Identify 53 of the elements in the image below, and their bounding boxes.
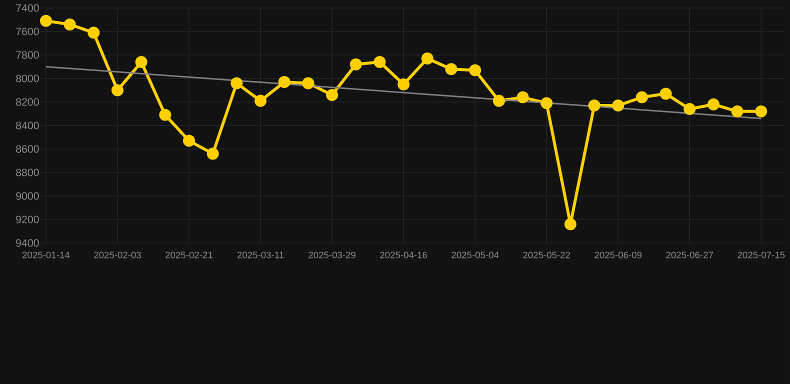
point xyxy=(350,58,362,70)
y-tick-label: 8400 xyxy=(16,122,39,130)
y-tick-label: 9400 xyxy=(16,239,39,247)
point xyxy=(159,108,172,121)
x-tick-label: 2025-02-21 xyxy=(166,252,212,258)
y-tick-label: 8200 xyxy=(16,98,39,106)
point xyxy=(540,97,553,110)
y-tick-label: 9200 xyxy=(16,216,39,224)
point xyxy=(755,105,768,118)
point xyxy=(183,134,196,147)
point xyxy=(707,98,720,110)
point xyxy=(230,77,243,90)
point xyxy=(660,88,672,100)
point xyxy=(421,52,434,65)
y-tick-label: 7600 xyxy=(16,28,39,36)
y-tick-label: 8600 xyxy=(16,145,39,153)
y-tick-label: 8000 xyxy=(16,74,39,82)
x-tick-label: 2025-03-11 xyxy=(237,252,284,258)
point xyxy=(374,56,386,68)
x-tick-label: 2025-01-14 xyxy=(22,252,70,258)
point xyxy=(398,78,410,90)
point xyxy=(254,94,267,107)
x-tick-label: 2025-02-03 xyxy=(94,252,141,258)
point xyxy=(684,103,696,116)
x-tick-label: 2025-05-04 xyxy=(452,252,499,258)
y-tick-label: 7400 xyxy=(16,4,39,12)
y-tick-label: 8800 xyxy=(16,168,39,176)
point xyxy=(326,88,338,101)
x-tick-label: 2025-05-22 xyxy=(523,252,570,258)
point xyxy=(278,76,290,88)
point xyxy=(40,14,52,27)
point xyxy=(636,91,648,104)
x-tick-label: 2025-07-15 xyxy=(738,252,785,258)
y-tick-label: 9000 xyxy=(16,192,39,200)
point xyxy=(469,64,482,76)
point xyxy=(516,91,529,104)
point xyxy=(206,148,219,160)
point xyxy=(88,26,100,39)
point xyxy=(111,84,124,96)
point xyxy=(302,77,314,90)
x-tick-label: 2025-04-16 xyxy=(380,252,427,258)
point xyxy=(612,100,624,112)
point xyxy=(445,63,458,76)
x-tick-label: 2025-06-09 xyxy=(594,252,642,258)
point xyxy=(588,100,600,112)
point xyxy=(731,105,744,118)
point xyxy=(492,94,505,107)
y-tick-label: 7800 xyxy=(16,51,39,59)
x-tick-label: 2025-06-27 xyxy=(666,252,714,258)
x-tick-label: 2025-03-29 xyxy=(308,252,356,258)
point xyxy=(564,218,576,230)
point xyxy=(64,18,76,30)
point xyxy=(135,56,148,68)
